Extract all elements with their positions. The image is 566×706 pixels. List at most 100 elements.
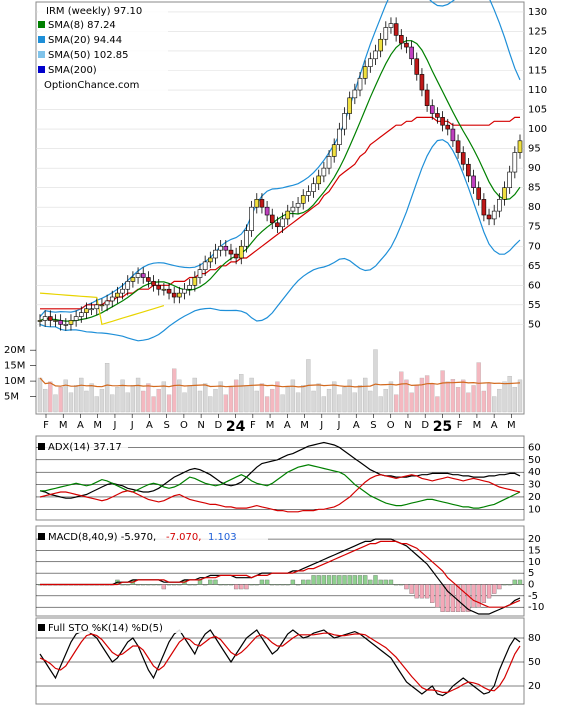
macd-histogram-bar: [424, 584, 430, 599]
sub-tick-label: 80: [528, 633, 541, 644]
x-axis-label: M: [507, 420, 516, 431]
volume-bar: [481, 390, 487, 413]
candle-body: [275, 222, 280, 228]
macd-histogram-bar: [249, 584, 254, 586]
volume-bar: [254, 390, 259, 413]
candle-body: [192, 277, 198, 286]
macd-histogram-bar: [461, 584, 466, 612]
macd-histogram-bar: [378, 579, 383, 585]
volume-bar: [450, 379, 456, 413]
volume-bars: [37, 349, 523, 413]
macd-histogram-bar: [197, 579, 203, 585]
stochastic-legend: Full STO %K(14) %D(5): [38, 621, 188, 634]
macd-histogram-bar: [450, 584, 456, 612]
candle-body: [455, 140, 461, 153]
volume-bar: [295, 392, 301, 413]
price-tick-label: 105: [528, 105, 547, 116]
volume-bar: [208, 396, 213, 413]
macd-histogram-bar: [213, 579, 218, 585]
macd-histogram-bar: [517, 579, 523, 585]
sub-tick-label: 50: [528, 657, 541, 668]
candle-body: [58, 320, 63, 325]
candle-body: [166, 288, 172, 294]
x-axis-label: 24: [226, 419, 246, 435]
volume-bar: [404, 379, 409, 413]
sub-tick-label: 60: [528, 442, 541, 453]
volume-bar: [110, 394, 115, 413]
candle-body: [311, 183, 316, 192]
volume-bar: [218, 381, 223, 413]
macd-histogram-bar: [388, 579, 394, 585]
x-axis-label: 25: [433, 419, 452, 435]
volume-bar: [378, 396, 383, 413]
candle-body: [383, 27, 389, 40]
candle-body: [352, 89, 358, 99]
x-axis-label: A: [146, 420, 153, 431]
volume-bar: [486, 383, 492, 413]
volume-bar: [383, 388, 388, 413]
legend-swatch-sma50: [38, 51, 45, 58]
candle-body: [233, 253, 239, 259]
macd-histogram-bar: [177, 584, 182, 586]
candle-body: [342, 113, 347, 130]
macd-histogram-bar: [342, 575, 347, 585]
adx-legend-label: ADX(14) 37.17: [48, 442, 122, 453]
volume-bar: [79, 377, 84, 413]
volume-bar: [228, 387, 234, 413]
volume-bar: [471, 385, 476, 413]
macd-histogram-bar: [492, 584, 497, 594]
volume-bar: [507, 375, 512, 413]
volume-bar: [182, 392, 187, 413]
macd-histogram-bar: [373, 575, 378, 585]
volume-bar: [285, 387, 290, 413]
volume-bar: [424, 375, 430, 413]
sub-tick-label: -10: [528, 602, 544, 613]
macd-histogram-bar: [172, 584, 177, 586]
legend-sma8: SMA(8) 87.24: [48, 20, 116, 31]
macd-legend-label: MACD(8,40,9) -5.970,: [48, 532, 156, 543]
x-axis-label: M: [266, 420, 275, 431]
macd-legend: MACD(8,40,9) -5.970, -7.070, 1.103: [38, 530, 268, 543]
macd-histogram-bar: [125, 584, 130, 586]
candle-body: [156, 285, 162, 290]
macd-histogram-bar: [264, 579, 270, 585]
volume-average-line: [39, 377, 521, 388]
macd-histogram-bar: [486, 584, 492, 599]
candle-body: [419, 74, 425, 91]
candle-body: [486, 214, 492, 220]
volume-bar: [89, 383, 94, 413]
macd-histogram-bar: [151, 584, 156, 586]
x-axis-label: F: [43, 420, 49, 431]
candle-body: [404, 42, 409, 48]
stochastic-d-line: [39, 632, 521, 693]
plus-di-line: [40, 464, 521, 509]
volume-bar: [476, 362, 481, 413]
macd-histogram-bar: [203, 584, 208, 586]
x-axis-label: M: [93, 420, 102, 431]
volume-bar: [409, 392, 414, 413]
stochastic-gridlines: [36, 637, 524, 687]
price-tick-label: 60: [528, 280, 541, 291]
volume-bar: [99, 388, 105, 413]
legend-swatch-sma8: [38, 21, 45, 28]
macd-histogram-bar: [192, 584, 197, 586]
volume-bar: [502, 381, 507, 413]
macd-histogram-bar: [161, 584, 167, 590]
x-axis-label: O: [180, 420, 188, 431]
minus-di-line: [39, 474, 521, 513]
macd-hist-legend-value: 1.103: [208, 532, 237, 543]
volume-bar: [435, 396, 440, 413]
macd-histogram-bar: [363, 575, 368, 585]
candle-body: [306, 191, 311, 196]
volume-bar: [233, 379, 239, 413]
volume-bar: [192, 377, 197, 413]
sub-tick-label: 20: [528, 681, 541, 692]
candle-body: [94, 304, 100, 310]
volume-bar: [445, 381, 450, 413]
volume-bar: [53, 394, 58, 413]
sma50-line: [40, 116, 520, 310]
volume-bar: [357, 385, 363, 413]
price-tick-label: 120: [528, 46, 547, 57]
yellow-envelope-line: [39, 292, 165, 326]
macd-histogram-bar: [120, 584, 125, 586]
